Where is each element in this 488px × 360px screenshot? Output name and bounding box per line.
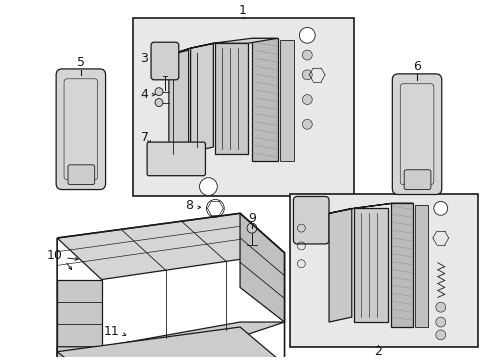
FancyBboxPatch shape <box>293 197 328 244</box>
Bar <box>149 144 203 174</box>
Polygon shape <box>353 208 387 322</box>
Bar <box>133 18 353 197</box>
Polygon shape <box>240 213 284 322</box>
Circle shape <box>302 50 312 60</box>
Polygon shape <box>328 203 412 213</box>
Bar <box>290 194 477 347</box>
Circle shape <box>433 201 447 215</box>
FancyBboxPatch shape <box>56 69 105 190</box>
Circle shape <box>435 330 445 340</box>
Text: 1: 1 <box>239 4 246 17</box>
Text: 3: 3 <box>140 51 148 64</box>
FancyBboxPatch shape <box>68 165 95 185</box>
Polygon shape <box>414 205 427 327</box>
Circle shape <box>155 99 163 107</box>
Circle shape <box>299 27 315 43</box>
Polygon shape <box>215 43 247 154</box>
Polygon shape <box>251 38 277 161</box>
FancyBboxPatch shape <box>147 142 205 176</box>
Text: 10: 10 <box>46 249 62 262</box>
Polygon shape <box>328 208 351 322</box>
Polygon shape <box>57 327 284 360</box>
Circle shape <box>435 302 445 312</box>
Polygon shape <box>190 43 213 152</box>
Polygon shape <box>168 38 277 55</box>
Polygon shape <box>168 50 188 159</box>
Text: 11: 11 <box>103 325 119 338</box>
FancyBboxPatch shape <box>391 74 441 194</box>
FancyBboxPatch shape <box>404 170 430 190</box>
Polygon shape <box>57 322 284 360</box>
Polygon shape <box>57 279 102 347</box>
Circle shape <box>302 120 312 129</box>
Text: 6: 6 <box>412 60 420 73</box>
Circle shape <box>302 70 312 80</box>
Circle shape <box>246 223 256 233</box>
Circle shape <box>199 178 217 195</box>
Circle shape <box>435 317 445 327</box>
FancyBboxPatch shape <box>151 42 179 80</box>
Circle shape <box>302 95 312 104</box>
Polygon shape <box>57 213 284 279</box>
Text: 4: 4 <box>140 88 148 101</box>
Polygon shape <box>390 203 412 327</box>
Text: 7: 7 <box>141 131 149 144</box>
Polygon shape <box>279 40 294 161</box>
Text: 9: 9 <box>247 212 255 225</box>
Text: 8: 8 <box>185 199 193 212</box>
Text: 5: 5 <box>77 57 85 69</box>
Circle shape <box>155 88 163 96</box>
Text: 2: 2 <box>374 345 382 358</box>
